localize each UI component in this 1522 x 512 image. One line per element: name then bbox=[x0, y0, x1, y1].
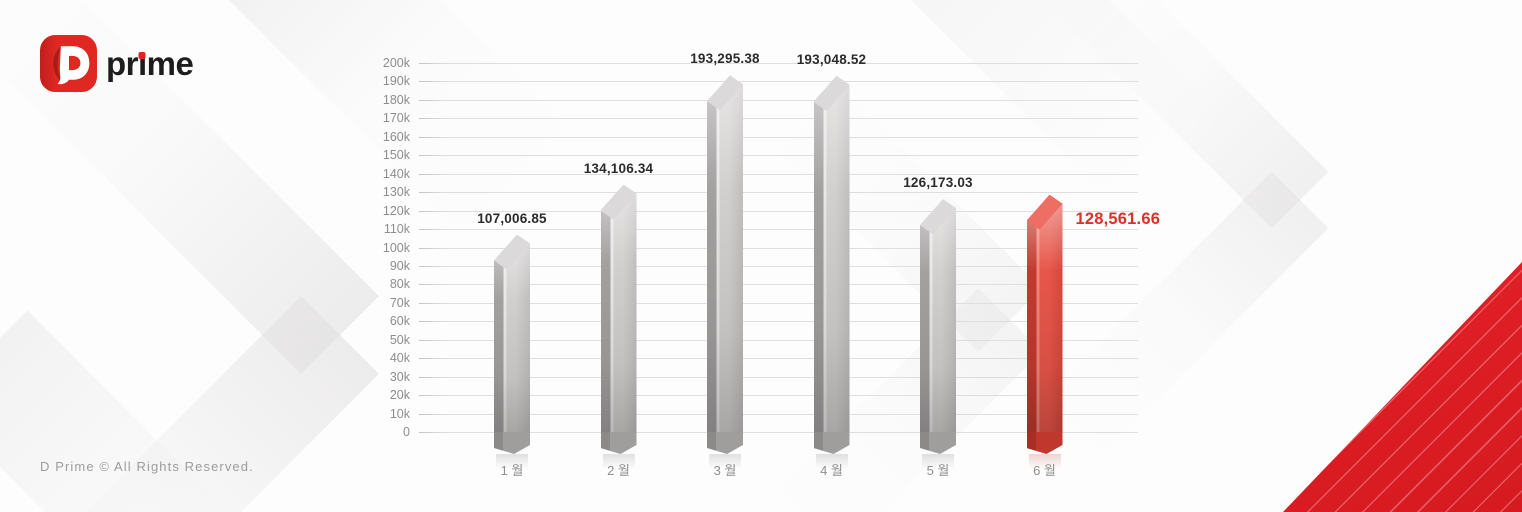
bar-value-label: 193,295.38 bbox=[690, 51, 760, 67]
bar-base bbox=[494, 431, 530, 454]
y-tick-label: 70k bbox=[389, 295, 410, 310]
bar-column-face bbox=[813, 75, 850, 432]
bar-column-face bbox=[494, 234, 530, 432]
gridline bbox=[419, 173, 1138, 175]
y-tick-label: 10k bbox=[389, 406, 410, 421]
gridline bbox=[419, 321, 1138, 323]
gridline bbox=[419, 376, 1138, 378]
bar-shading bbox=[1026, 194, 1063, 432]
chart-bar bbox=[1026, 194, 1063, 470]
x-tick-label: 3 월 bbox=[713, 463, 737, 478]
gridline bbox=[419, 395, 1138, 397]
bar-base bbox=[813, 431, 850, 454]
logo-text-i-segment: ı bbox=[138, 45, 147, 82]
y-tick-label: 90k bbox=[389, 258, 410, 273]
chart-bar bbox=[813, 75, 850, 470]
x-tick-label: 2 월 bbox=[607, 463, 630, 478]
chart-bar bbox=[707, 75, 743, 470]
bar-reflection bbox=[496, 453, 528, 469]
y-tick-label: 60k bbox=[389, 314, 410, 329]
x-tick-label: 5 월 bbox=[926, 463, 950, 478]
bar-column-face bbox=[920, 199, 956, 432]
logo-text-segment: me bbox=[146, 45, 194, 82]
y-tick-label: 80k bbox=[389, 277, 410, 292]
gridline bbox=[419, 229, 1138, 231]
bar-shading bbox=[920, 199, 956, 432]
bar-value-label: 107,006.85 bbox=[477, 210, 547, 226]
gridline bbox=[419, 247, 1138, 249]
bar-base bbox=[600, 431, 637, 454]
y-tick-label: 110k bbox=[383, 222, 410, 237]
gridline bbox=[419, 155, 1138, 157]
y-tick-label: 30k bbox=[389, 369, 410, 384]
logo-mark-icon bbox=[40, 35, 97, 92]
gridline bbox=[419, 99, 1138, 101]
bar-column-face bbox=[707, 75, 743, 432]
bar-reflection bbox=[922, 453, 954, 469]
y-tick-label: 50k bbox=[389, 332, 410, 347]
chart-bar bbox=[920, 199, 956, 470]
y-tick-label: 0 bbox=[403, 425, 410, 439]
bar-value-label: 193,048.52 bbox=[796, 51, 867, 67]
gridline bbox=[419, 358, 1138, 360]
bar-value-label: 126,173.03 bbox=[903, 175, 973, 191]
bar-reflection bbox=[815, 453, 848, 469]
gridline bbox=[419, 63, 1138, 64]
bar-shading bbox=[494, 234, 530, 432]
gridline bbox=[419, 192, 1138, 194]
gridline bbox=[419, 432, 1138, 433]
bar-reflection bbox=[709, 453, 741, 469]
logo: prıme bbox=[40, 35, 194, 92]
y-tick-label: 150k bbox=[382, 148, 410, 163]
bar-column-face bbox=[1026, 194, 1063, 432]
logo-text-segment: pr bbox=[106, 45, 139, 82]
gridline bbox=[419, 302, 1138, 304]
y-tick-label: 180k bbox=[382, 92, 410, 107]
bar-base bbox=[707, 431, 743, 454]
bar-base bbox=[1026, 431, 1063, 454]
gridline bbox=[419, 81, 1138, 83]
bar-column-face bbox=[600, 184, 637, 432]
copyright-text: D Prime © All Rights Reserved. bbox=[40, 459, 254, 474]
chart-bar bbox=[494, 234, 530, 470]
bar-reflection bbox=[1028, 453, 1061, 469]
y-tick-label: 130k bbox=[382, 185, 410, 200]
gridline bbox=[419, 284, 1138, 286]
bar-value-label: 134,106.34 bbox=[583, 160, 654, 176]
y-tick-label: 100k bbox=[382, 240, 410, 255]
bar-shading bbox=[813, 75, 850, 432]
chart-bar bbox=[600, 184, 637, 470]
y-tick-label: 120k bbox=[382, 203, 410, 218]
gridline bbox=[419, 118, 1138, 120]
bar-shading bbox=[707, 75, 743, 432]
y-tick-label: 200k bbox=[382, 56, 410, 70]
y-tick-label: 140k bbox=[382, 166, 410, 181]
y-tick-label: 190k bbox=[382, 74, 410, 89]
y-tick-label: 170k bbox=[382, 111, 410, 126]
bar-reflection bbox=[602, 453, 635, 469]
logo-text: prıme bbox=[106, 35, 194, 92]
gridline bbox=[419, 210, 1138, 212]
x-tick-label: 1 월 bbox=[500, 463, 524, 478]
bar-value-label: 128,561.66 bbox=[1075, 209, 1161, 228]
x-tick-label: 6 월 bbox=[1033, 463, 1056, 478]
y-tick-label: 20k bbox=[389, 388, 410, 403]
bar-shading bbox=[600, 184, 637, 432]
x-tick-label: 4 월 bbox=[820, 463, 843, 478]
bar-base bbox=[920, 431, 956, 454]
y-tick-label: 160k bbox=[382, 129, 410, 144]
gridline bbox=[419, 339, 1138, 341]
gridline bbox=[419, 413, 1138, 415]
y-tick-label: 40k bbox=[389, 351, 410, 366]
gridline bbox=[419, 136, 1138, 138]
gridline bbox=[419, 265, 1138, 267]
